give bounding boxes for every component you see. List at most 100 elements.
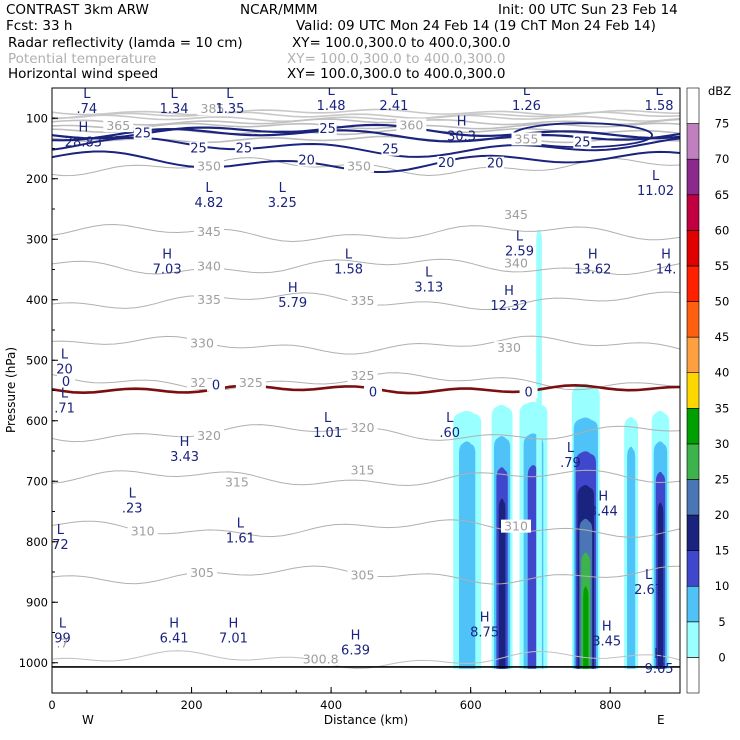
x-tick-label-4: 800 (599, 698, 621, 712)
theta-contour-2 (52, 114, 680, 123)
y-tick-label-1: 200 (26, 172, 48, 186)
extremum-h-34: H (351, 629, 361, 644)
colorbar-band-13 (686, 194, 700, 231)
extremum-h-33: H (229, 617, 239, 632)
extremum-l-23: L (446, 411, 454, 426)
theta-label-bg-19 (221, 475, 252, 489)
wind-label-4: 25 (382, 143, 399, 158)
colorbar-label-75: 75 (715, 117, 730, 131)
wind-label-9: 0 (62, 375, 70, 390)
colorbar-label-30: 30 (715, 437, 730, 451)
forecast-hour: Fcst: 33 h (6, 18, 72, 34)
extremum-value-29: 1.61 (226, 532, 255, 547)
theta-label-7: 345 (504, 207, 528, 222)
wind-label-bg-7 (437, 156, 456, 170)
wind-label-3: 25 (319, 122, 336, 137)
field2-name: Potential temperature (8, 51, 156, 67)
theta-label-bg-17 (194, 428, 224, 442)
wind-label-bg-8 (486, 156, 505, 170)
y-tick-label-3: 400 (26, 293, 48, 307)
extremum-l-26: L (129, 486, 137, 501)
colorbar-label-10: 10 (715, 579, 730, 593)
extremum-value-35: 8.75 (470, 625, 499, 640)
extremum-value-5: 1.26 (512, 99, 541, 114)
extremum-value-15: 2.59 (505, 244, 534, 259)
field1-name: Radar reflectivity (lamda = 10 cm) (8, 35, 243, 51)
colorbar-label-60: 60 (715, 223, 730, 237)
colorbar-label-65: 65 (715, 188, 730, 202)
theta-label-bg-10 (194, 292, 224, 306)
theta-label-bg-4 (194, 159, 224, 173)
field3-xy: XY= 100.0,300.0 to 400.0,300.0 (287, 66, 505, 82)
wind-label-bg-9 (56, 375, 75, 389)
extremum-value-9: 4.82 (195, 196, 224, 211)
colorbar-band-8 (686, 372, 700, 409)
extremum-value-37: 9.65 (645, 662, 674, 677)
extremum-h-16: H (588, 247, 598, 262)
theta-label-bg-12 (187, 336, 218, 350)
extremum-h-37: H (654, 647, 664, 662)
theta-label-bg-2 (396, 118, 427, 132)
extremum-l-22: L (324, 411, 332, 426)
extremum-h-17: H (661, 247, 671, 262)
theta-contour-11 (52, 335, 680, 355)
wind-label-bg-1 (189, 141, 208, 155)
reflectivity-layer (453, 229, 670, 669)
center-name: NCAR/MMM (240, 2, 318, 18)
x-tick-label-3: 600 (460, 698, 482, 712)
wind-label-10: 0 (212, 379, 220, 394)
extremum-value-17: 14. (656, 262, 677, 277)
colorbar-label-5: 5 (718, 615, 725, 629)
theta-label-bg-25 (305, 652, 336, 666)
theta-label-12: 330 (190, 335, 214, 350)
west-label: W (82, 713, 94, 727)
wind-label-5: 25 (574, 135, 591, 150)
theta-label-bg-9 (501, 256, 532, 270)
extremum-l-13: L (345, 247, 353, 262)
colorbar-label-55: 55 (715, 259, 730, 273)
extremum-l-30: L (645, 568, 653, 583)
wind-label-bg-11 (363, 385, 382, 399)
extra-label-0: .7 (56, 636, 68, 651)
extremum-value-33: 7.01 (219, 632, 248, 647)
extremum-h-27: H (598, 489, 608, 504)
theta-label-bg-18 (347, 421, 378, 435)
theta-label-21: 310 (131, 523, 155, 538)
theta-label-2: 360 (399, 118, 423, 133)
y-tick-label-9: 1000 (19, 656, 48, 670)
field1-xy: XY= 100.0,300.0 to 400.0,300.0 (292, 35, 510, 51)
colorbar-label-45: 45 (715, 330, 730, 344)
theta-label-bg-11 (347, 293, 378, 307)
theta-contour-14 (52, 469, 680, 487)
colorbar-band-15 (686, 123, 700, 160)
theta-label-bg-6 (194, 224, 224, 238)
extremum-value-22: 1.01 (313, 426, 342, 441)
theta-label-bg-3 (511, 132, 542, 146)
reflectivity-cell-6-band-1 (536, 229, 542, 669)
extremum-value-24: 3.43 (170, 450, 199, 465)
wind-contour-2 (52, 136, 680, 158)
extremum-h-19: H (504, 284, 514, 299)
extremum-value-1: 1.34 (160, 102, 189, 117)
colorbar-band-3 (686, 550, 700, 587)
theta-label-bg-15 (235, 376, 266, 390)
extremum-value-11: 11.02 (637, 184, 674, 199)
colorbar-label-20: 20 (715, 508, 730, 522)
extremum-value-2: 1.35 (215, 102, 244, 117)
dbz-colorbar: dBZ 0 5 10 15 20 25 30 35 40 45 50 55 60 65 70 75 (686, 84, 731, 694)
extremum-l-25: L (567, 441, 575, 456)
theta-label-bg-21 (127, 524, 158, 538)
extremum-value-21: .71 (54, 402, 75, 417)
model-title: CONTRAST 3km ARW (6, 2, 149, 18)
colorbar-band-0 (686, 657, 700, 694)
extremum-value-16: 13.62 (574, 262, 611, 277)
wind-label-7: 20 (438, 156, 455, 171)
extremum-value-26: .23 (122, 501, 143, 516)
wind-label-bg-12 (519, 385, 538, 399)
extremum-value-13: 1.58 (334, 262, 363, 277)
theta-label-23: 305 (190, 565, 214, 580)
extremum-value-27: 3.44 (589, 504, 618, 519)
extremum-h-8: H (457, 114, 467, 129)
extremum-value-30: 2.67 (634, 583, 663, 598)
theta-label-bg-22 (501, 519, 532, 533)
